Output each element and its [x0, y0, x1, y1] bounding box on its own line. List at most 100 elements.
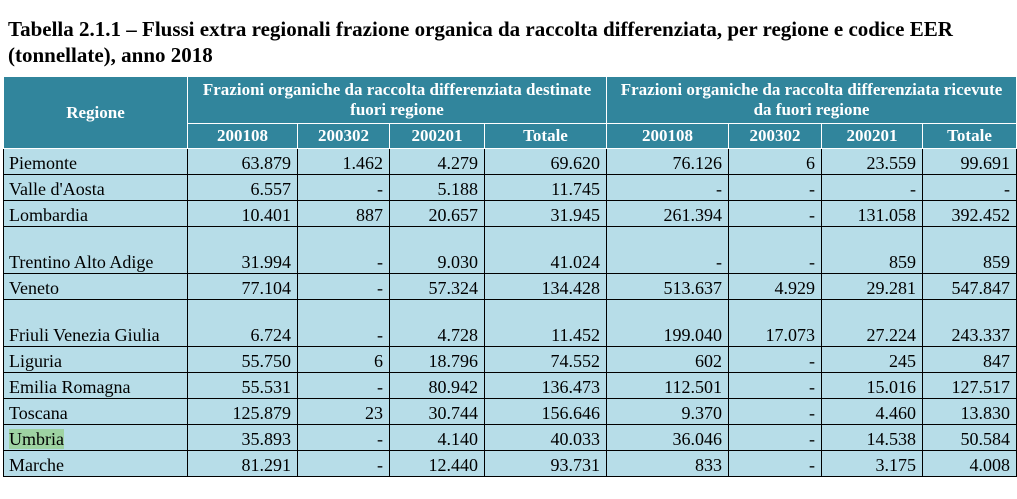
region-name: Umbria	[9, 429, 64, 449]
value-cell: 6.724	[187, 299, 298, 347]
value-cell: -	[297, 372, 390, 399]
value-cell: 4.279	[389, 148, 485, 175]
value-cell: 81.291	[187, 450, 298, 477]
sub-header-in-totale: Totale	[922, 123, 1017, 149]
value-cell: 23	[297, 398, 390, 425]
table-row: Piemonte 63.879 1.462 4.279 69.620 76.126 6 23.…	[3, 148, 1017, 175]
regional-flows-table: Regione Frazioni organiche da raccolta d…	[3, 76, 1017, 477]
value-cell: -	[297, 299, 390, 347]
sub-header-out-totale: Totale	[483, 123, 608, 149]
value-cell: 31.994	[187, 226, 298, 274]
value-cell: 9.370	[606, 398, 730, 425]
region-column-header: Regione	[3, 76, 188, 149]
region-name-cell: Valle d'Aosta	[3, 174, 188, 201]
value-cell: 40.033	[483, 424, 608, 451]
value-cell: 136.473	[483, 372, 608, 399]
region-name-cell: Emilia Romagna	[3, 372, 188, 399]
value-cell: 6	[297, 346, 390, 373]
value-cell: -	[728, 226, 823, 274]
table-row: Emilia Romagna 55.531-80.942 136.473 112.50…	[3, 372, 1017, 399]
value-cell: -	[728, 200, 823, 227]
value-cell: -	[297, 450, 390, 477]
value-cell: 23.559	[821, 148, 924, 175]
region-name: Emilia Romagna	[9, 377, 131, 397]
value-cell: 13.830	[922, 398, 1017, 425]
table-row: Umbria 35.893-4.140 40.033 36.046-14.538 50.…	[3, 424, 1017, 451]
region-name-cell: Veneto	[3, 273, 188, 300]
value-cell: 11.452	[483, 299, 608, 347]
value-cell: -	[821, 174, 924, 201]
value-cell: 93.731	[483, 450, 608, 477]
region-name: Toscana	[9, 403, 68, 423]
value-cell: -	[297, 226, 390, 274]
table-row: Toscana 125.879 23 30.744 156.646 9.370-4.460…	[3, 398, 1017, 425]
value-cell: 29.281	[821, 273, 924, 300]
value-cell: 392.452	[922, 200, 1017, 227]
value-cell: -	[728, 398, 823, 425]
value-cell: 199.040	[606, 299, 730, 347]
value-cell: -	[728, 346, 823, 373]
value-cell: 513.637	[606, 273, 730, 300]
value-cell: 4.460	[821, 398, 924, 425]
value-cell: 35.893	[187, 424, 298, 451]
value-cell: 4.140	[389, 424, 485, 451]
value-cell: 859	[922, 226, 1017, 274]
value-cell: -	[297, 174, 390, 201]
incoming-group-header: Frazioni organiche da raccolta differenz…	[606, 76, 1017, 124]
value-cell: 245	[821, 346, 924, 373]
value-cell: -	[606, 226, 730, 274]
table-row: Veneto 77.104-57.324 134.428 513.637 4.929 29…	[3, 273, 1017, 300]
value-cell: 12.440	[389, 450, 485, 477]
value-cell: 99.691	[922, 148, 1017, 175]
value-cell: 131.058	[821, 200, 924, 227]
value-cell: 859	[821, 226, 924, 274]
value-cell: 55.531	[187, 372, 298, 399]
table-row: Lombardia 10.401 887 20.657 31.945 261.394-13…	[3, 200, 1017, 227]
value-cell: 76.126	[606, 148, 730, 175]
value-cell: 17.073	[728, 299, 823, 347]
value-cell: 15.016	[821, 372, 924, 399]
value-cell: 11.745	[483, 174, 608, 201]
value-cell: 5.188	[389, 174, 485, 201]
value-cell: -	[297, 424, 390, 451]
value-cell: 41.024	[483, 226, 608, 274]
sub-header-in-200302: 200302	[728, 123, 823, 149]
value-cell: 27.224	[821, 299, 924, 347]
value-cell: 243.337	[922, 299, 1017, 347]
value-cell: 887	[297, 200, 390, 227]
table-row: Friuli Venezia Giulia 6.724-4.728 11.452 19…	[3, 299, 1017, 347]
value-cell: 55.750	[187, 346, 298, 373]
value-cell: -	[606, 174, 730, 201]
sub-header-out-200302: 200302	[297, 123, 390, 149]
value-cell: 261.394	[606, 200, 730, 227]
value-cell: 602	[606, 346, 730, 373]
table-row: Marche 81.291-12.440 93.731 833-3.175 4.008	[3, 450, 1017, 477]
table-row: Valle d'Aosta 6.557-5.188 11.745- - - -	[3, 174, 1017, 201]
value-cell: 80.942	[389, 372, 485, 399]
value-cell: 4.929	[728, 273, 823, 300]
sub-header-out-200108: 200108	[187, 123, 298, 149]
region-name-cell: Lombardia	[3, 200, 188, 227]
sub-header-in-200108: 200108	[606, 123, 730, 149]
value-cell: 36.046	[606, 424, 730, 451]
value-cell: 77.104	[187, 273, 298, 300]
value-cell: 6	[728, 148, 823, 175]
region-name: Valle d'Aosta	[9, 179, 105, 199]
table-row: Liguria 55.750 6 18.796 74.552 602-245 847	[3, 346, 1017, 373]
value-cell: -	[728, 372, 823, 399]
value-cell: 74.552	[483, 346, 608, 373]
region-name-cell: Friuli Venezia Giulia	[3, 299, 188, 347]
region-name: Liguria	[9, 351, 62, 371]
value-cell: 20.657	[389, 200, 485, 227]
value-cell: 134.428	[483, 273, 608, 300]
value-cell: 4.728	[389, 299, 485, 347]
value-cell: 14.538	[821, 424, 924, 451]
value-cell: 156.646	[483, 398, 608, 425]
region-name: Veneto	[9, 278, 59, 298]
region-name-cell: Piemonte	[3, 148, 188, 175]
region-name-cell: Marche	[3, 450, 188, 477]
region-name-cell: Trentino Alto Adige	[3, 226, 188, 274]
value-cell: 50.584	[922, 424, 1017, 451]
value-cell: 18.796	[389, 346, 485, 373]
region-name-cell: Toscana	[3, 398, 188, 425]
